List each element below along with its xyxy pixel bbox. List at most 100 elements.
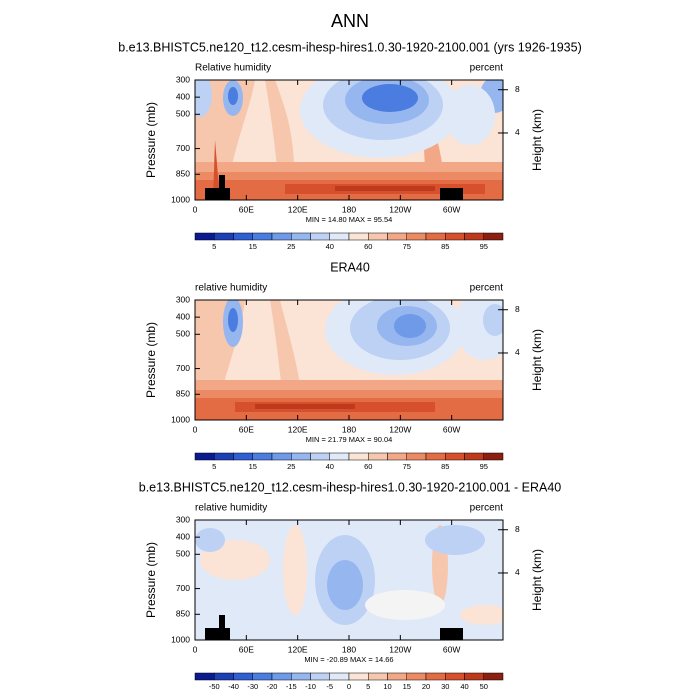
colorbar-label: 25	[287, 242, 295, 251]
colorbar-box	[425, 672, 446, 681]
left-label: relative humidity	[195, 283, 267, 294]
colorbar-box	[291, 232, 311, 241]
y-tick-label: 1000	[171, 194, 190, 204]
y2-tick-label: 8	[515, 524, 520, 534]
colorbar-label: 40	[326, 242, 334, 251]
colorbar-box	[310, 232, 330, 241]
colorbar-box	[214, 452, 234, 461]
colorbar-label: -30	[247, 682, 258, 691]
x-tick-label: 60W	[443, 644, 460, 654]
colorbar-label: 10	[383, 682, 391, 691]
colorbar-box	[233, 672, 253, 681]
x-tick-label: 60E	[239, 644, 254, 654]
y-tick-label: 300	[176, 294, 190, 304]
colorbar-label: 75	[403, 242, 411, 251]
colorbar-box	[425, 232, 446, 241]
colorbar-box	[194, 232, 215, 241]
colorbar-box	[387, 452, 407, 461]
figure-title: ANN	[331, 11, 369, 31]
colorbar-label: -40	[228, 682, 239, 691]
colorbar-box	[233, 452, 253, 461]
y-axis-label: Pressure (mb)	[144, 102, 158, 178]
colorbar-box	[445, 232, 465, 241]
colorbar-label: 30	[441, 682, 449, 691]
colorbar-box	[464, 232, 484, 241]
colorbar-box	[214, 672, 234, 681]
colorbar-box	[445, 452, 465, 461]
colorbar-box	[348, 672, 369, 681]
x-tick-label: 120W	[389, 644, 411, 654]
colorbar-box	[368, 452, 388, 461]
right-label: percent	[470, 63, 504, 74]
colorbar-label: 5	[212, 242, 216, 251]
colorbar-box	[329, 672, 350, 681]
colorbar-label: 95	[480, 242, 488, 251]
y-tick-label: 400	[176, 531, 190, 541]
colorbar-box	[252, 232, 273, 241]
x-tick-label: 120W	[389, 424, 411, 434]
x-tick-label: 0	[193, 204, 198, 214]
colorbar-box	[464, 672, 484, 681]
x-tick-label: 120E	[288, 424, 308, 434]
x-tick-label: 180	[342, 424, 356, 434]
y-tick-label: 700	[176, 363, 190, 373]
colorbar-label: 25	[287, 462, 295, 471]
contour-field	[195, 300, 503, 420]
y2-axis-label: Height (km)	[530, 549, 544, 611]
colorbar-box	[214, 232, 234, 241]
x-tick-label: 60W	[443, 424, 460, 434]
colorbar-label: -10	[305, 682, 316, 691]
x-tick-label: 120W	[389, 204, 411, 214]
colorbar-label: 5	[366, 682, 370, 691]
colorbar-label: 85	[441, 462, 449, 471]
colorbar-box	[387, 232, 407, 241]
x-tick-label: 180	[342, 644, 356, 654]
stats: MIN = -20.89 MAX = 14.66	[304, 655, 393, 664]
y2-tick-label: 4	[515, 347, 520, 357]
panel-title: ERA40	[330, 260, 370, 274]
colorbar-label: 60	[364, 242, 372, 251]
colorbar-label: 0	[347, 682, 351, 691]
y-tick-label: 500	[176, 549, 190, 559]
left-label: Relative humidity	[195, 63, 271, 74]
y-axis-label: Pressure (mb)	[144, 542, 158, 618]
x-tick-label: 60W	[443, 204, 460, 214]
colorbar-label: 15	[249, 242, 257, 251]
y-tick-label: 500	[176, 109, 190, 119]
colorbar-label: -50	[209, 682, 220, 691]
colorbar-box	[310, 672, 330, 681]
colorbar-box	[194, 672, 215, 681]
colorbar-label: 40	[460, 682, 468, 691]
colorbar-label: 5	[212, 462, 216, 471]
colorbar-box	[406, 452, 427, 461]
y-tick-label: 850	[176, 609, 190, 619]
colorbar-box	[348, 232, 369, 241]
y-tick-label: 850	[176, 169, 190, 179]
colorbar-box	[483, 672, 504, 681]
x-tick-label: 180	[342, 204, 356, 214]
colorbar-box	[387, 672, 407, 681]
y2-axis-label: Height (km)	[530, 329, 544, 391]
colorbar-box	[425, 452, 446, 461]
y2-axis-label: Height (km)	[530, 109, 544, 171]
colorbar-label: 15	[249, 462, 257, 471]
x-tick-label: 120E	[288, 204, 308, 214]
colorbar-label: 60	[364, 462, 372, 471]
colorbar-box	[483, 452, 504, 461]
x-tick-label: 60E	[239, 424, 254, 434]
y-axis-label: Pressure (mb)	[144, 322, 158, 398]
colorbar-box	[368, 232, 388, 241]
y-tick-label: 850	[176, 389, 190, 399]
colorbar-box	[271, 452, 292, 461]
colorbar-box	[271, 672, 292, 681]
colorbar-box	[348, 452, 369, 461]
y-tick-label: 1000	[171, 634, 190, 644]
y-tick-label: 700	[176, 583, 190, 593]
y2-tick-label: 8	[515, 84, 520, 94]
colorbar-label: 75	[403, 462, 411, 471]
right-label: percent	[470, 283, 504, 294]
colorbar-box	[310, 452, 330, 461]
right-label: percent	[470, 503, 504, 514]
y2-tick-label: 4	[515, 567, 520, 577]
